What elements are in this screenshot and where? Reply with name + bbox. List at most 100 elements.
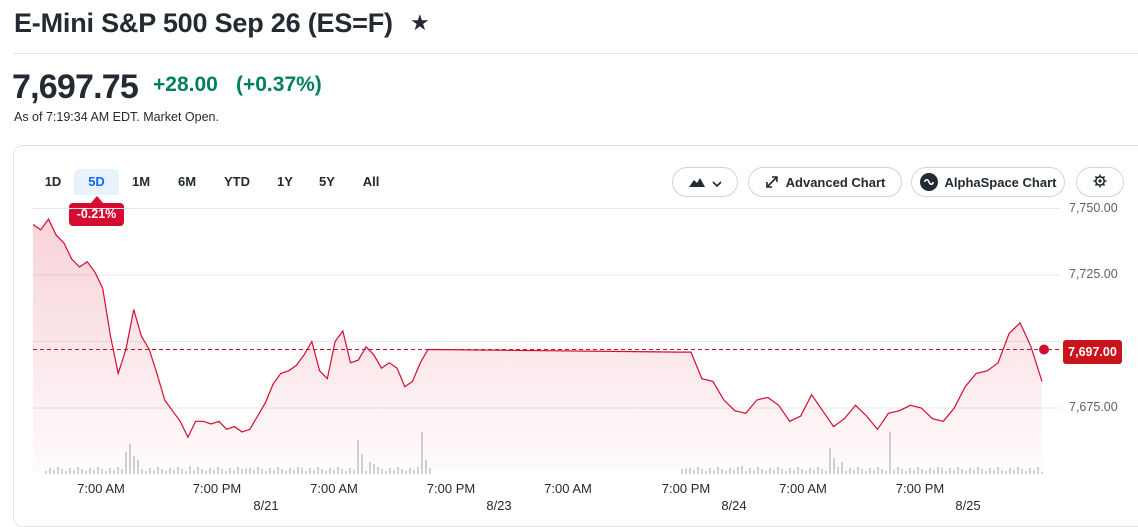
volume-bar [305, 471, 307, 474]
range-1m[interactable]: 1M [131, 174, 151, 189]
volume-bar [929, 468, 931, 474]
x-tick-label: 7:00 PM [895, 481, 945, 496]
volume-bar [721, 469, 723, 474]
volume-bar [957, 467, 959, 474]
volume-bar [45, 471, 47, 474]
watchlist-star-icon[interactable]: ★ [410, 10, 430, 35]
volume-bar [809, 468, 811, 474]
volume-bar [197, 467, 199, 474]
volume-bar [293, 470, 295, 474]
volume-bar [837, 467, 839, 474]
volume-bar [249, 468, 251, 474]
volume-bar [229, 468, 231, 474]
volume-bar [869, 468, 871, 474]
volume-bar [277, 467, 279, 474]
volume-bar [845, 471, 847, 474]
advanced-chart-label: Advanced Chart [785, 174, 886, 190]
gear-icon [1093, 174, 1107, 191]
volume-bar [733, 470, 735, 474]
volume-bar [1041, 472, 1043, 474]
volume-bar [853, 470, 855, 474]
last-price-dot [1039, 344, 1049, 355]
volume-bar [345, 471, 347, 474]
volume-bar [1017, 467, 1019, 474]
y-tick-label: 7,750.00 [1069, 200, 1118, 215]
volume-bar [93, 470, 95, 474]
volume-bar [89, 468, 91, 474]
volume-bar [217, 467, 219, 474]
volume-bar [117, 467, 119, 474]
volume-bar [753, 470, 755, 474]
volume-bar [385, 471, 387, 474]
volume-bar [161, 469, 163, 474]
divider [14, 53, 1138, 54]
volume-bar [329, 468, 331, 474]
volume-bar [429, 468, 431, 474]
volume-bar [941, 468, 943, 474]
volume-bar [973, 470, 975, 474]
range-1y[interactable]: 1Y [277, 174, 293, 189]
badge-pointer [91, 196, 103, 203]
volume-bar [945, 471, 947, 474]
volume-bar [893, 470, 895, 474]
volume-bar [169, 468, 171, 474]
volume-bar [389, 468, 391, 474]
volume-bar [353, 470, 355, 474]
volume-bar [685, 468, 687, 474]
volume-bar [237, 467, 239, 474]
x-tick-label: 7:00 AM [544, 481, 592, 496]
volume-bar [349, 468, 351, 474]
volume-bar [381, 469, 383, 474]
volume-bar [193, 470, 195, 474]
volume-bar [313, 470, 315, 474]
range-5d[interactable]: 5D [74, 169, 119, 195]
alphaspace-chart-button[interactable]: AlphaSpace Chart [911, 167, 1065, 197]
range-6m[interactable]: 6M [177, 174, 197, 189]
volume-bar [121, 469, 123, 474]
chart-type-dropdown[interactable] [672, 167, 738, 197]
volume-bar [749, 468, 751, 474]
volume-bar [145, 471, 147, 474]
chart-settings-button[interactable] [1076, 167, 1124, 197]
advanced-chart-button[interactable]: Advanced Chart [748, 167, 902, 197]
volume-bar [1005, 471, 1007, 474]
x-tick-label: 7:00 AM [779, 481, 827, 496]
volume-bar [413, 470, 415, 474]
volume-bar [333, 470, 335, 474]
volume-bar [261, 469, 263, 474]
volume-bar [737, 467, 739, 474]
volume-bar [849, 468, 851, 474]
range-all[interactable]: All [362, 174, 380, 189]
volume-bar [269, 468, 271, 474]
range-5y[interactable]: 5Y [319, 174, 335, 189]
volume-bar [817, 467, 819, 474]
alphaspace-logo-icon [919, 173, 938, 191]
volume-bar [857, 467, 859, 474]
volume-bar [157, 467, 159, 474]
volume-bar [257, 467, 259, 474]
alphaspace-chart-label: AlphaSpace Chart [944, 174, 1057, 190]
volume-bar [341, 469, 343, 474]
volume-bar [937, 467, 939, 474]
volume-bar [65, 471, 67, 474]
volume-bar [1021, 469, 1023, 474]
price-line [32, 217, 1043, 439]
range-ytd[interactable]: YTD [224, 174, 250, 189]
volume-bar [705, 471, 707, 474]
volume-bar [709, 468, 711, 474]
volume-bar [105, 471, 107, 474]
volume-bar [921, 469, 923, 474]
volume-bar [897, 467, 899, 474]
range-1d[interactable]: 1D [44, 174, 62, 189]
y-tick-label: 7,675.00 [1069, 400, 1118, 414]
volume-bar [905, 471, 907, 474]
chevron-down-icon [711, 175, 722, 190]
volume-bar [401, 469, 403, 474]
volume-bar [953, 470, 955, 474]
volume-bar [865, 471, 867, 474]
volume-bar [717, 467, 719, 474]
volume-bar [409, 468, 411, 474]
expand-arrows-icon [765, 175, 779, 189]
volume-bar [1033, 470, 1035, 474]
